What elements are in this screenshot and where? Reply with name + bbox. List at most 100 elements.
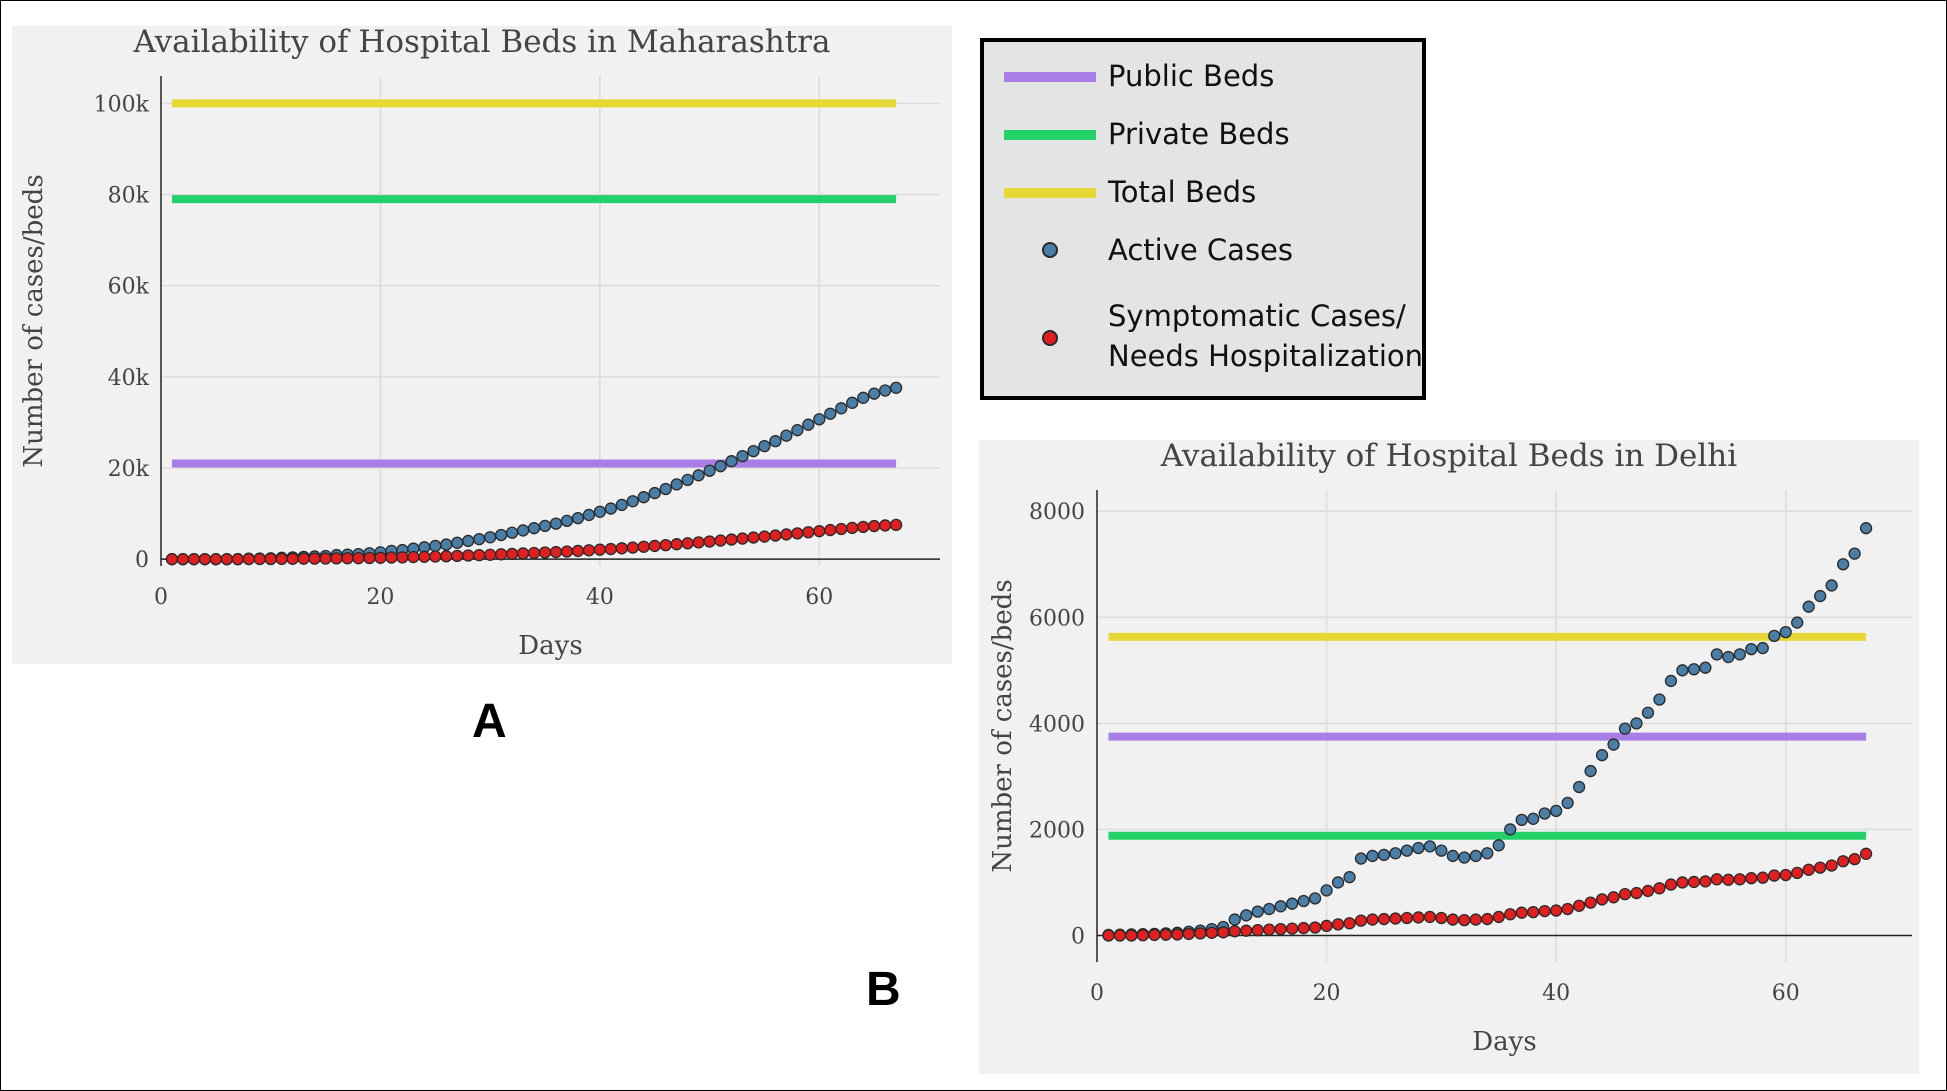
point-symptomatic-cases: [560, 545, 574, 558]
chart-title: Availability of Hospital Beds in Delhi: [1160, 438, 1737, 474]
point-symptomatic-cases: [791, 527, 804, 540]
point-symptomatic-cases: [352, 552, 365, 565]
point-symptomatic-cases: [1102, 929, 1115, 942]
y-tick-label: 8000: [1029, 500, 1085, 525]
point-symptomatic-cases: [1228, 925, 1241, 938]
point-symptomatic-cases: [1113, 929, 1127, 942]
point-active-cases: [758, 439, 771, 453]
point-symptomatic-cases: [1389, 912, 1402, 925]
point-symptomatic-cases: [1205, 926, 1218, 939]
point-symptomatic-cases: [176, 553, 190, 566]
point-active-cases: [1240, 909, 1253, 922]
point-symptomatic-cases: [264, 552, 277, 566]
point-symptomatic-cases: [1274, 922, 1287, 936]
point-active-cases: [1285, 897, 1299, 910]
point-active-cases: [527, 522, 541, 535]
point-symptomatic-cases: [1400, 911, 1414, 925]
point-symptomatic-cases: [505, 547, 519, 561]
point-active-cases: [1722, 650, 1735, 664]
point-symptomatic-cases: [440, 550, 453, 563]
point-active-cases: [1366, 849, 1379, 863]
point-active-cases: [659, 482, 672, 496]
legend-marker-active-cases: [1042, 242, 1058, 258]
point-active-cases: [681, 473, 694, 487]
point-symptomatic-cases: [1664, 878, 1678, 891]
point-active-cases: [1768, 629, 1781, 642]
x-tick-label: 0: [1090, 981, 1104, 1006]
x-tick-label: 0: [154, 585, 168, 610]
point-symptomatic-cases: [1779, 868, 1792, 882]
point-active-cases: [560, 514, 574, 528]
x-axis-label: Days: [518, 631, 582, 661]
legend: Public Beds Private Beds Total Beds Acti…: [980, 38, 1426, 400]
point-active-cases: [1263, 902, 1276, 916]
point-symptomatic-cases: [1584, 896, 1597, 909]
point-symptomatic-cases: [385, 551, 398, 564]
point-active-cases: [1836, 558, 1850, 571]
point-active-cases: [813, 413, 826, 426]
point-symptomatic-cases: [736, 532, 749, 545]
point-active-cases: [1710, 648, 1724, 661]
point-symptomatic-cases: [1308, 921, 1322, 934]
point-active-cases: [1561, 796, 1574, 810]
point-symptomatic-cases: [308, 552, 321, 565]
point-symptomatic-cases: [275, 552, 288, 566]
point-symptomatic-cases: [538, 546, 552, 559]
point-active-cases: [780, 429, 793, 442]
point-active-cases: [1745, 642, 1758, 656]
point-symptomatic-cases: [1515, 906, 1528, 919]
legend-swatch-public-beds: [1004, 72, 1096, 82]
chart-maharashtra: Availability of Hospital Beds in Maharas…: [19, 24, 940, 661]
point-symptomatic-cases: [1435, 911, 1448, 925]
point-active-cases: [1492, 839, 1505, 852]
point-symptomatic-cases: [286, 552, 299, 565]
point-symptomatic-cases: [1366, 913, 1379, 926]
point-symptomatic-cases: [1550, 904, 1563, 917]
point-symptomatic-cases: [1848, 852, 1861, 866]
point-active-cases: [593, 505, 607, 518]
point-active-cases: [1572, 780, 1586, 794]
point-active-cases: [451, 536, 464, 549]
point-symptomatic-cases: [418, 550, 431, 563]
point-active-cases: [1297, 894, 1310, 908]
point-symptomatic-cases: [1481, 912, 1494, 926]
point-active-cases: [1618, 722, 1632, 735]
point-active-cases: [505, 526, 519, 539]
point-symptomatic-cases: [1687, 875, 1701, 889]
point-symptomatic-cases: [780, 528, 793, 541]
point-symptomatic-cases: [1653, 882, 1666, 895]
legend-swatch-total-beds: [1004, 188, 1096, 198]
legend-label-public-beds: Public Beds: [1108, 59, 1275, 93]
point-symptomatic-cases: [429, 550, 442, 563]
point-symptomatic-cases: [1182, 927, 1195, 941]
point-symptomatic-cases: [1802, 863, 1815, 876]
point-active-cases: [582, 508, 596, 522]
y-tick-label: 0: [1071, 924, 1085, 949]
point-symptomatic-cases: [878, 519, 892, 532]
point-symptomatic-cases: [494, 548, 508, 561]
point-active-cases: [769, 434, 782, 448]
point-symptomatic-cases: [571, 544, 585, 558]
point-symptomatic-cases: [1791, 866, 1804, 880]
point-symptomatic-cases: [1159, 928, 1173, 941]
point-active-cases: [1435, 844, 1448, 857]
point-active-cases: [516, 524, 530, 537]
point-active-cases: [1848, 547, 1861, 560]
panel-label-a: A: [472, 695, 507, 748]
point-symptomatic-cases: [835, 522, 848, 536]
point-symptomatic-cases: [758, 530, 771, 543]
point-symptomatic-cases: [889, 518, 903, 532]
point-active-cases: [604, 502, 617, 515]
point-symptomatic-cases: [527, 546, 541, 560]
point-active-cases: [648, 486, 661, 500]
point-symptomatic-cases: [1630, 886, 1643, 900]
point-symptomatic-cases: [374, 551, 387, 564]
point-symptomatic-cases: [341, 552, 354, 565]
point-symptomatic-cases: [516, 547, 530, 560]
y-tick-label: 40k: [108, 366, 150, 391]
legend-item-total-beds: Total Beds: [984, 172, 1422, 212]
point-active-cases: [692, 469, 705, 482]
chart-panel-delhi: Availability of Hospital Beds in Delhi 0 2…: [979, 438, 1919, 1074]
point-active-cases: [736, 449, 749, 463]
point-active-cases: [878, 384, 892, 397]
